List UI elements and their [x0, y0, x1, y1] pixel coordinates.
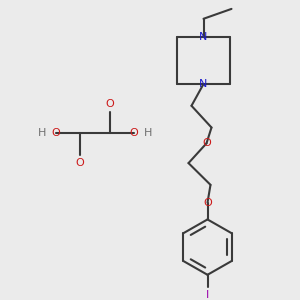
Text: O: O	[106, 99, 114, 109]
Text: N: N	[199, 79, 208, 89]
Text: O: O	[130, 128, 138, 138]
Text: N: N	[199, 32, 208, 42]
Text: H: H	[38, 128, 46, 138]
Text: O: O	[202, 138, 211, 148]
Text: O: O	[52, 128, 60, 138]
Text: O: O	[203, 198, 212, 208]
Text: H: H	[144, 128, 152, 138]
Text: I: I	[206, 290, 209, 300]
Text: O: O	[76, 158, 84, 168]
